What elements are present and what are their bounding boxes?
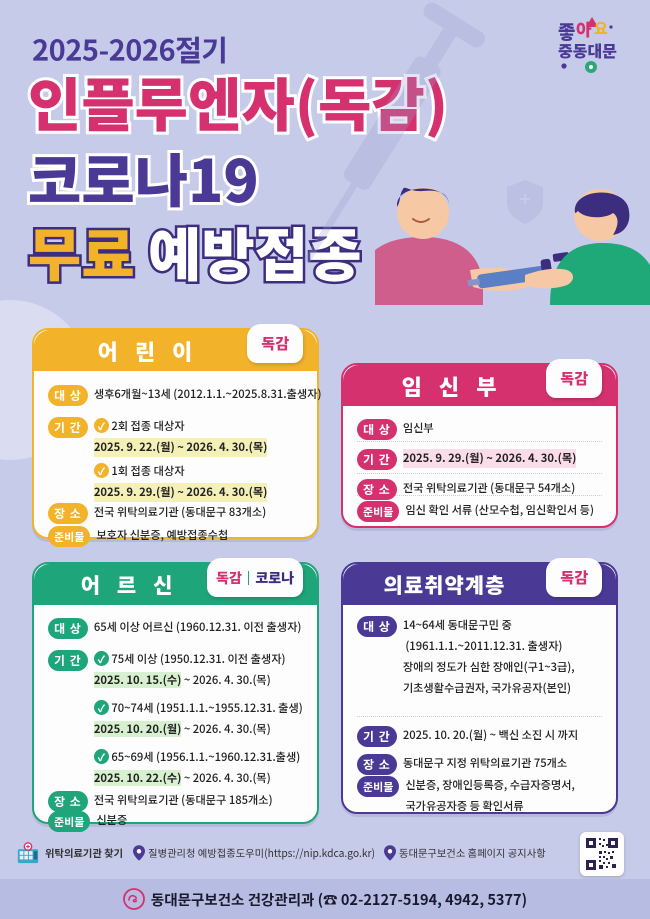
svg-text:중동대문: 중동대문 (558, 38, 617, 62)
svg-text:요: 요 (594, 18, 608, 39)
